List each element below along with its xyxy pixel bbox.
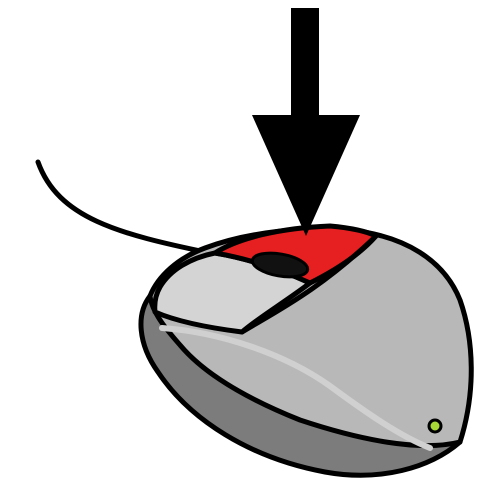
mouse-cable xyxy=(35,159,213,256)
scroll-wheel xyxy=(250,251,310,279)
down-arrow-icon xyxy=(252,8,360,236)
indicator-light xyxy=(427,418,443,434)
mouse-shell-highlight xyxy=(159,325,433,451)
button-divider xyxy=(239,233,379,335)
